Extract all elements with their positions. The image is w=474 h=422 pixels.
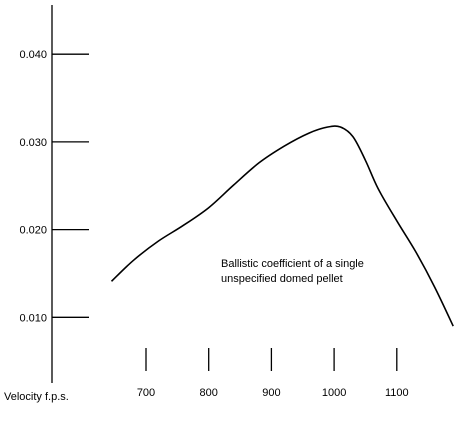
y-tick-label: 0.040 bbox=[19, 49, 47, 61]
series-line bbox=[110, 125, 454, 327]
x-tick-label: 700 bbox=[137, 387, 155, 399]
x-tick-label: 900 bbox=[262, 387, 280, 399]
x-axis-ticks: 700 800 900 1000 1100 bbox=[137, 348, 409, 399]
annotation-line-1: Ballistic coefficient of a single bbox=[221, 258, 364, 270]
annotation-line-2: unspecified domed pellet bbox=[221, 273, 343, 285]
series-group bbox=[110, 125, 454, 327]
y-tick-label: 0.020 bbox=[19, 225, 47, 237]
y-tick-label: 0.010 bbox=[19, 312, 47, 324]
x-tick-label: 1100 bbox=[385, 387, 409, 399]
x-tick-label: 800 bbox=[200, 387, 218, 399]
y-tick-label: 0.030 bbox=[19, 137, 47, 149]
x-tick-label: 1000 bbox=[322, 387, 346, 399]
x-axis-label: Velocity f.p.s. bbox=[4, 391, 69, 403]
y-axis-ticks: 0.010 0.020 0.030 0.040 bbox=[19, 49, 89, 324]
